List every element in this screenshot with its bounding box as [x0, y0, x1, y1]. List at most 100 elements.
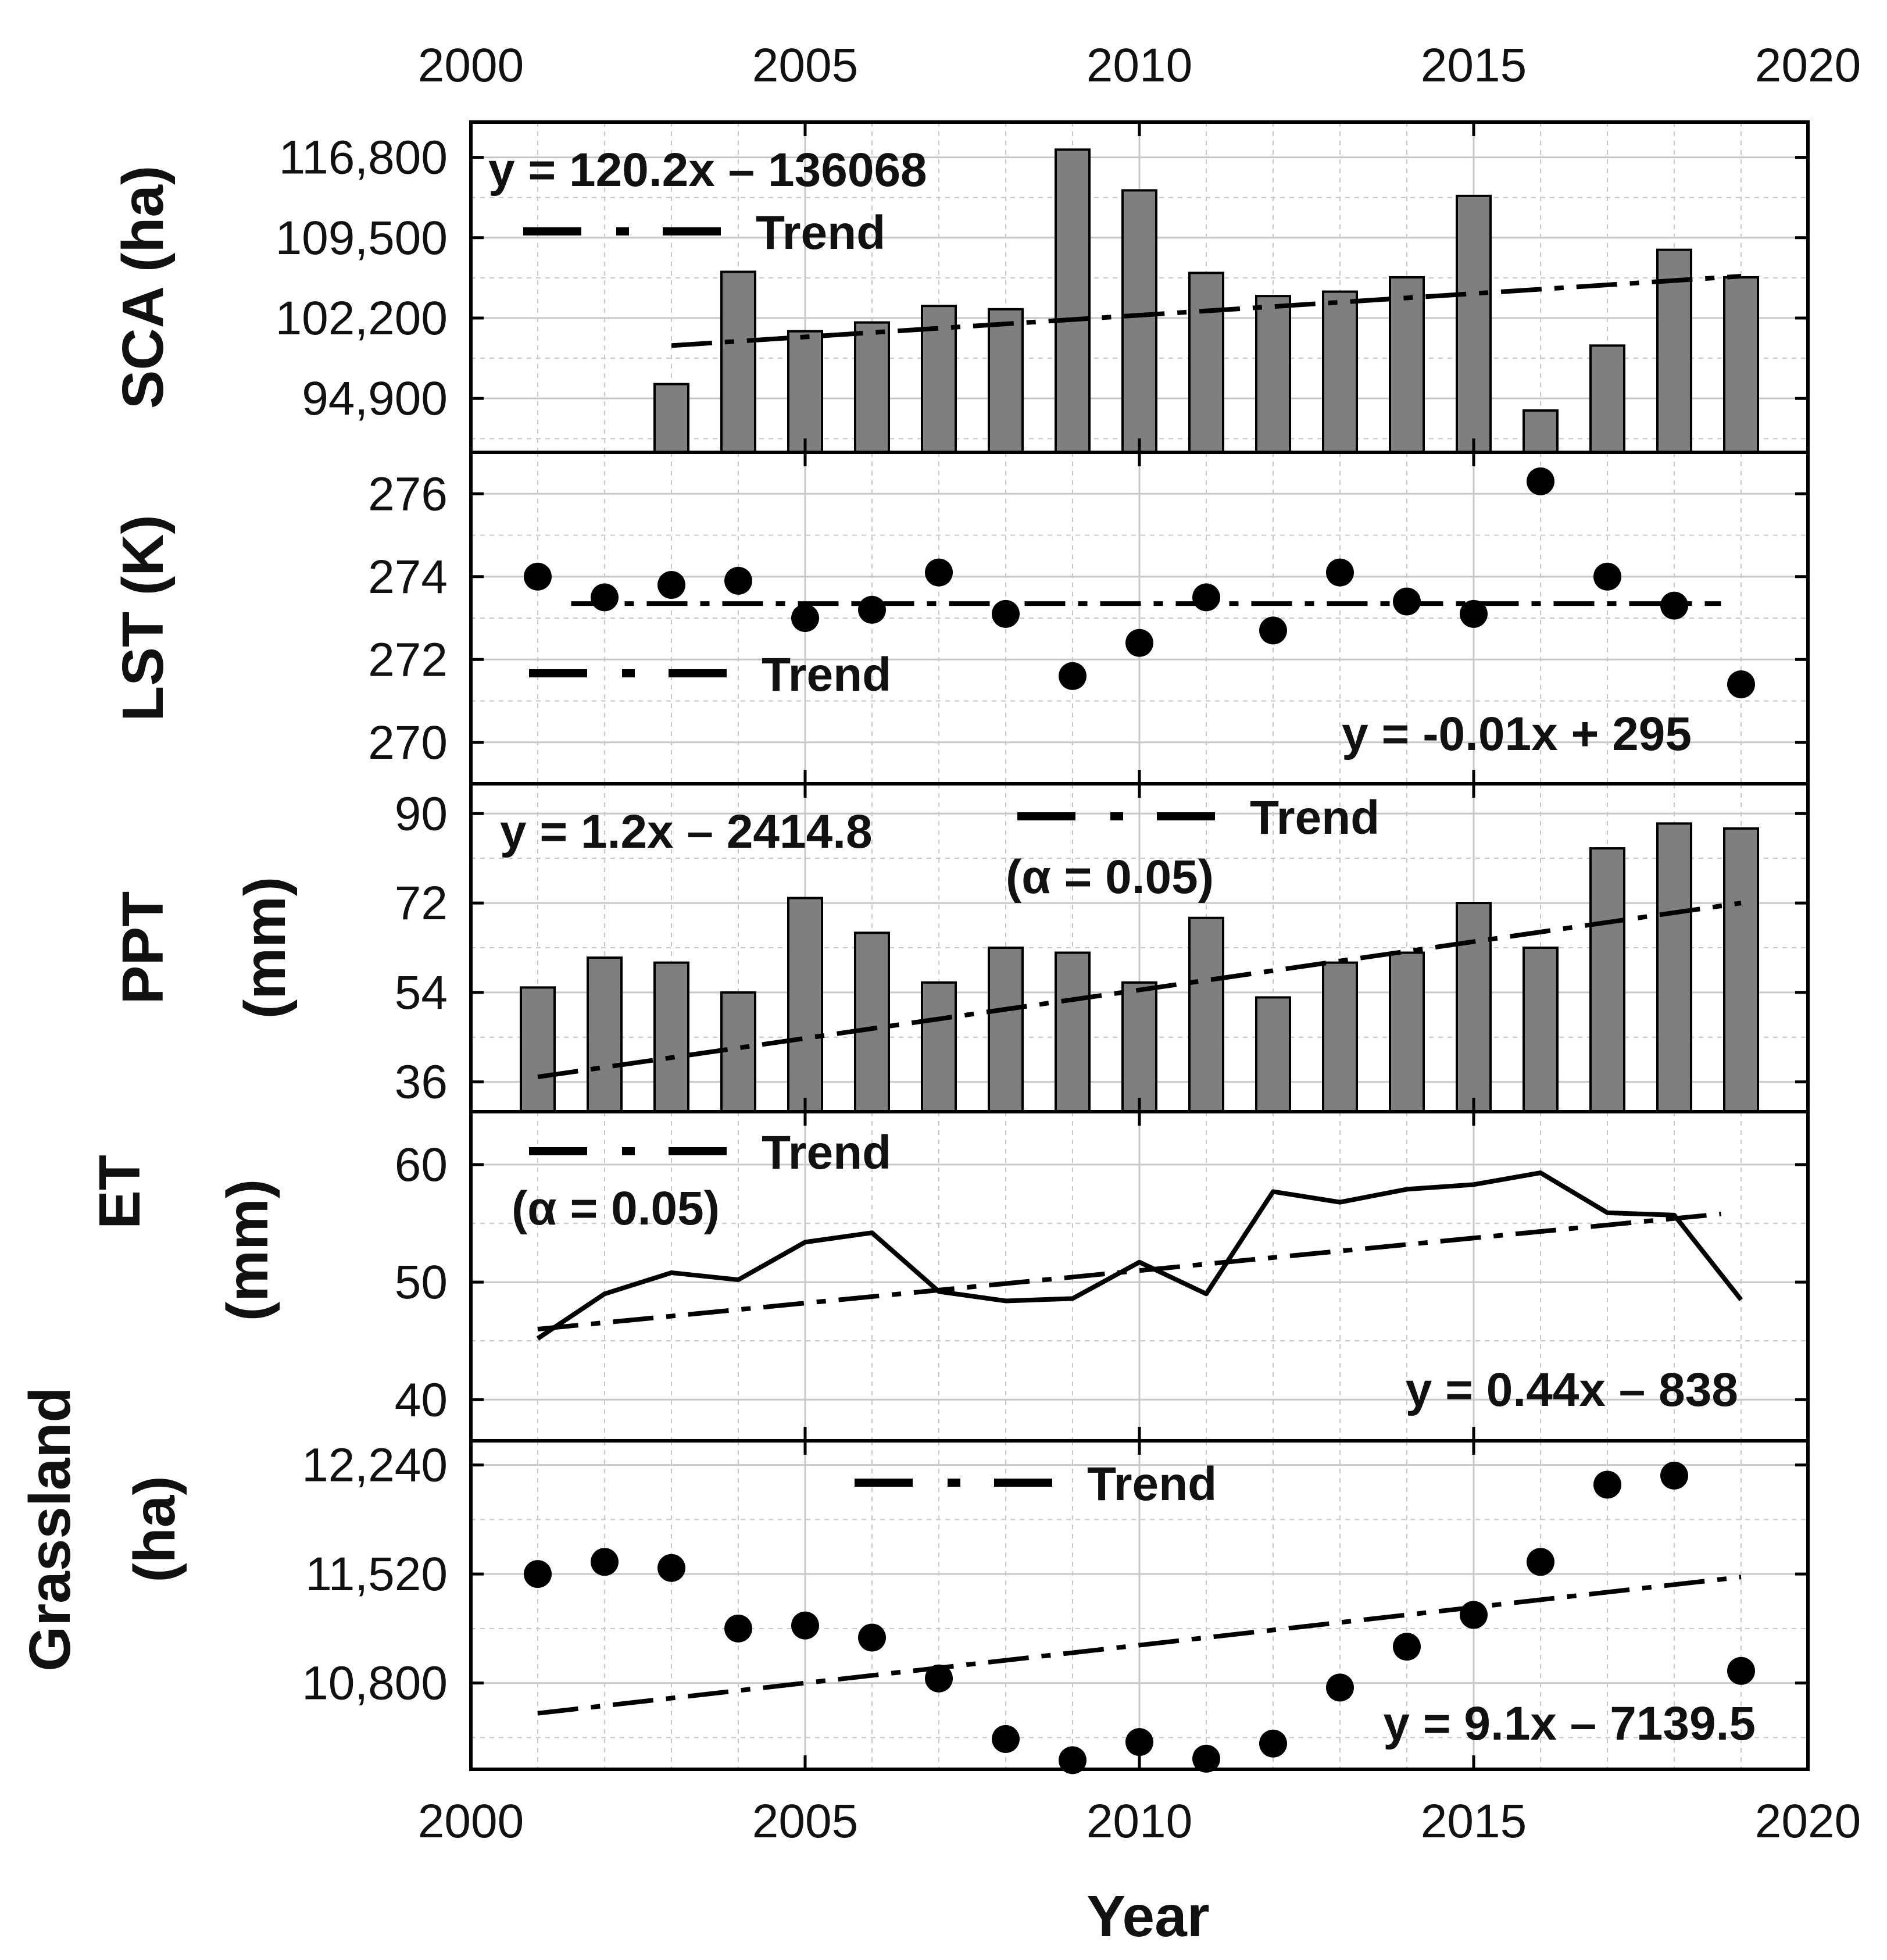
bar	[1723, 827, 1759, 1113]
x-tick-label-bottom: 2000	[418, 1795, 524, 1848]
scatter-point	[925, 1664, 953, 1693]
scatter-point	[1259, 616, 1287, 645]
bar	[1389, 951, 1425, 1113]
scatter-point	[992, 1725, 1020, 1753]
text-layer: 94,900 102,200 109,500 116,800 Trend y = 120.…	[17, 39, 1861, 1848]
scatter-point	[1259, 1729, 1287, 1758]
y-axis-title: ET	[87, 1155, 152, 1229]
y-tick-label: 72	[395, 877, 448, 930]
y-axis-title: SCA (ha)	[110, 166, 176, 409]
bar	[1523, 947, 1559, 1113]
y-tick-label: 274	[368, 551, 448, 604]
series-line	[536, 1170, 1743, 1341]
trend-line	[671, 274, 1742, 348]
scatter-point	[1059, 662, 1087, 690]
bar	[1255, 295, 1291, 454]
bar	[720, 270, 756, 454]
scatter-point	[858, 1623, 886, 1652]
y-axis-title: Grassland	[17, 1387, 83, 1671]
bar	[988, 947, 1024, 1113]
bar	[787, 897, 823, 1113]
scatter-point	[657, 571, 685, 599]
y-axis-title: LST (K)	[110, 515, 176, 721]
bar	[1255, 996, 1291, 1113]
x-tick-label-bottom: 2020	[1755, 1795, 1861, 1848]
scatter-point	[657, 1554, 685, 1582]
y-axis-title: (mm)	[215, 1179, 280, 1321]
x-tick-label-top: 2015	[1421, 39, 1527, 92]
bar	[653, 961, 689, 1113]
trend-equation: y = 120.2x – 136068	[488, 144, 927, 197]
y-tick-label: 109,500	[276, 212, 448, 265]
bar	[1322, 290, 1358, 454]
scatter-point	[925, 558, 953, 587]
y-tick-label: 10,800	[302, 1657, 448, 1710]
y-tick-label: 90	[395, 787, 448, 840]
scatter-point	[724, 1614, 752, 1643]
bar	[520, 986, 556, 1113]
y-tick-label: 276	[368, 467, 448, 520]
scatter-point	[524, 562, 552, 591]
scatter-point	[591, 583, 619, 612]
y-tick-label: 94,900	[302, 372, 448, 425]
x-tick-label-top: 2005	[752, 39, 858, 92]
bar	[1589, 344, 1625, 454]
trend-equation: y = -0.01x + 295	[1342, 708, 1692, 761]
legend-dot	[622, 669, 635, 677]
scatter-point	[1125, 1728, 1153, 1756]
x-tick-label-top: 2010	[1087, 39, 1192, 92]
scatter-point	[992, 599, 1020, 628]
y-tick-label: 36	[395, 1056, 448, 1109]
legend-label: Trend	[1250, 791, 1379, 844]
legend-dot	[948, 1479, 960, 1487]
x-tick-label-bottom: 2010	[1087, 1795, 1192, 1848]
significance-note: (α = 0.05)	[512, 1182, 720, 1235]
scatter-point	[1125, 629, 1153, 657]
trend-line	[537, 1575, 1742, 1716]
bar	[1188, 272, 1224, 454]
bar	[1121, 189, 1157, 454]
bar	[854, 321, 890, 454]
x-tick-label-bottom: 2015	[1421, 1795, 1527, 1848]
x-tick-label-top: 2020	[1755, 39, 1861, 92]
y-tick-label: 54	[395, 966, 448, 1019]
bar	[854, 931, 890, 1113]
scatter-point	[1192, 583, 1220, 612]
significance-note: (α = 0.05)	[1006, 851, 1214, 904]
scatter-point	[791, 604, 819, 632]
bar	[1389, 276, 1425, 454]
legend-label: Trend	[762, 648, 891, 701]
legend-dot	[1110, 812, 1123, 820]
bar	[1456, 194, 1492, 454]
bar	[1656, 822, 1692, 1113]
bar	[1055, 951, 1091, 1113]
bar	[1589, 847, 1625, 1113]
scatter-point	[858, 595, 886, 624]
bar	[1121, 981, 1157, 1113]
scatter-point	[1660, 591, 1688, 620]
legend-label: Trend	[762, 1126, 891, 1179]
y-tick-label: 50	[395, 1256, 448, 1309]
bar	[720, 991, 756, 1113]
scatter-point	[1593, 562, 1621, 591]
bar	[653, 383, 689, 454]
scatter-point	[1326, 558, 1354, 587]
y-tick-label: 40	[395, 1373, 448, 1426]
bar	[1055, 148, 1091, 454]
scatter-point	[1593, 1470, 1621, 1499]
trend-line	[537, 901, 1742, 1080]
scatter-point	[1727, 670, 1755, 698]
scatter-point	[524, 1560, 552, 1588]
y-tick-label: 60	[395, 1138, 448, 1191]
y-axis-title: PPT	[110, 891, 176, 1004]
scatter-point	[1326, 1673, 1354, 1702]
bar	[921, 981, 957, 1113]
y-axis-title: (mm)	[233, 877, 298, 1019]
trend-line	[537, 1211, 1721, 1331]
scatter-point	[791, 1611, 819, 1640]
x-axis-title: Year	[1087, 1884, 1209, 1949]
scatter-point	[1660, 1461, 1688, 1490]
scatter-point	[724, 566, 752, 595]
scatter-point	[1059, 1746, 1087, 1775]
